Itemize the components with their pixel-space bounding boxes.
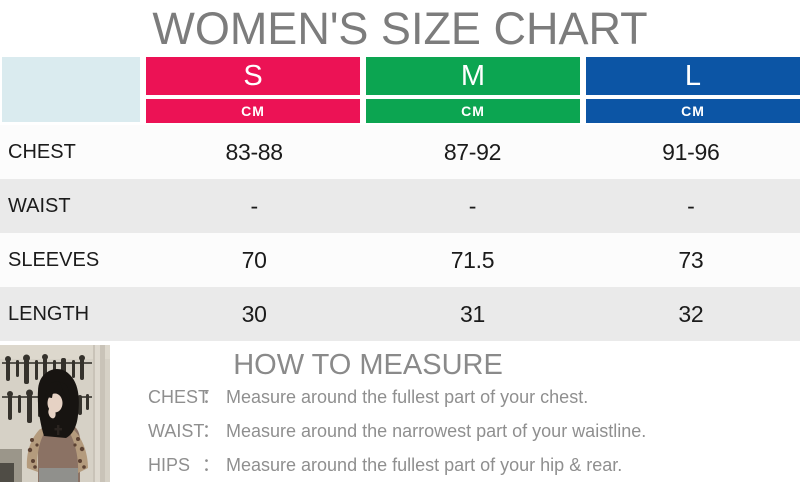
measure-item-hips: HIPS ： Measure around the fullest part of … — [148, 455, 646, 475]
table-corner-cell — [2, 57, 140, 122]
cell-sleeves-l: 73 — [678, 246, 704, 273]
header-gap — [586, 95, 800, 99]
measure-item-text: Measure around the fullest part of your … — [226, 387, 589, 407]
header-gap — [146, 95, 360, 99]
cell-waist-m: - — [468, 192, 477, 219]
size-header-m: M — [366, 57, 580, 95]
measure-item-text: Measure around the narrowest part of you… — [226, 421, 647, 441]
model-photo-illustration — [0, 345, 110, 482]
row-label: SLEEVES — [8, 248, 100, 271]
measure-item-colon: ： — [202, 421, 220, 441]
row-label: LENGTH — [8, 302, 90, 325]
cell-length-m: 31 — [459, 300, 485, 327]
cell-waist-l: - — [687, 192, 695, 219]
row-label: WAIST — [8, 194, 71, 217]
size-column-m: M CM — [366, 57, 580, 123]
cell-length-s: 30 — [241, 300, 267, 327]
table-row-sleeves: SLEEVES 70 71.5 73 — [0, 233, 800, 287]
size-header-l: L — [586, 57, 800, 95]
table-row-chest: CHEST 83-88 87-92 91-96 — [0, 125, 800, 179]
cell-chest-m: 87-92 — [443, 138, 502, 165]
cell-length-l: 32 — [678, 300, 704, 327]
cell-sleeves-m: 71.5 — [450, 246, 495, 273]
size-column-s: S CM — [146, 57, 360, 123]
model-figure — [26, 369, 88, 482]
measure-item-text: Measure around the fullest part of your … — [226, 455, 623, 475]
row-label: CHEST — [8, 140, 76, 163]
measure-item-label: WAIST — [148, 421, 205, 441]
unit-header-l: CM — [586, 99, 800, 123]
unit-header-s: CM — [146, 99, 360, 123]
measure-item-label: HIPS — [148, 455, 191, 475]
how-to-measure-section: HOW TO MEASURE CHEST： Measure around the … — [0, 345, 800, 482]
header-gap — [366, 95, 580, 99]
unit-header-m: CM — [366, 99, 580, 123]
size-table-header: S CM M CM L CM — [0, 57, 800, 123]
table-row-waist: WAIST - - - — [0, 179, 800, 233]
table-row-length: LENGTH 30 31 32 — [0, 287, 800, 341]
measure-item-waist: WAIST： Measure around the narrowest part … — [148, 421, 646, 441]
how-to-measure-title: HOW TO MEASURE — [233, 349, 503, 381]
measure-list: CHEST： Measure around the fullest part of… — [148, 387, 646, 475]
measure-item-chest: CHEST： Measure around the fullest part of… — [148, 387, 646, 407]
measure-content: HOW TO MEASURE CHEST： Measure around the … — [148, 345, 646, 482]
size-column-l: L CM — [586, 57, 800, 123]
cell-chest-l: 91-96 — [662, 138, 720, 165]
model-photo — [0, 345, 110, 482]
size-header-s: S — [146, 57, 360, 95]
page-title: WOMEN'S SIZE CHART — [152, 2, 648, 54]
cell-sleeves-s: 70 — [241, 246, 267, 273]
measure-item-colon: ： — [202, 387, 220, 407]
cell-waist-s: - — [250, 192, 258, 219]
measure-item-colon: ： — [202, 455, 220, 475]
measure-item-label: CHEST — [148, 387, 210, 407]
cell-chest-s: 83-88 — [225, 138, 283, 165]
